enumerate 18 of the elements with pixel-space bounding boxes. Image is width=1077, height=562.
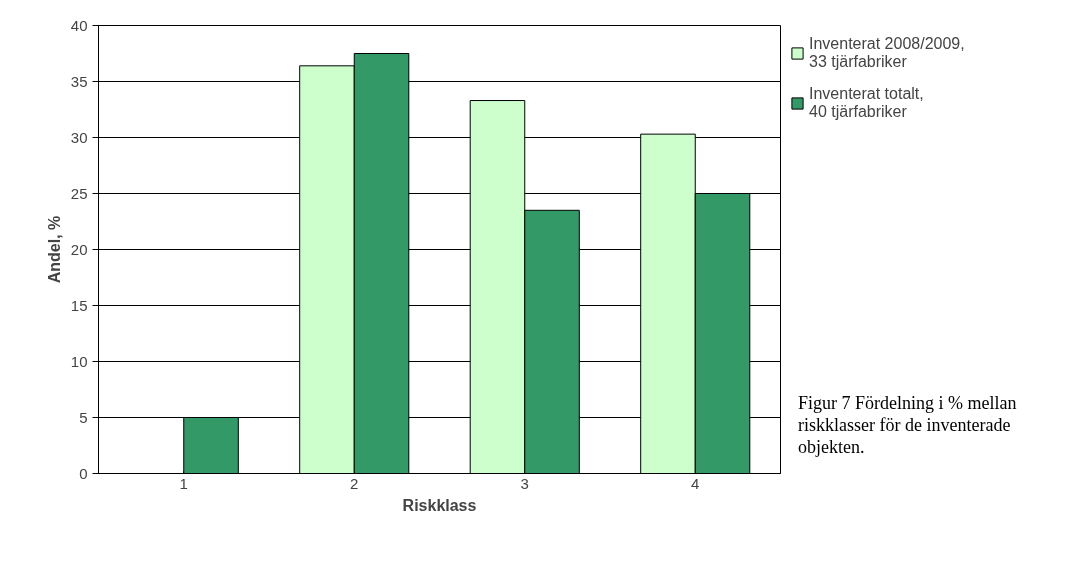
y-tick-label: 40 (70, 16, 88, 34)
y-tick-label: 20 (70, 240, 88, 258)
y-tick-label: 5 (79, 408, 88, 426)
legend-label: Inventerat totalt, 40 tjärfabriker (809, 85, 924, 121)
x-axis-title: Riskklass (402, 496, 477, 514)
y-tick-label: 30 (70, 128, 88, 146)
x-tick-label: 1 (179, 474, 188, 492)
legend-label: Inventerat 2008/2009, 33 tjärfabriker (809, 35, 965, 71)
y-tick-label: 10 (70, 352, 88, 370)
y-tick-label: 25 (70, 184, 88, 202)
y-tick-label: 0 (79, 464, 88, 482)
x-tick-label: 3 (520, 474, 529, 492)
y-tick-label: 35 (70, 72, 88, 90)
text: Figur 7 Fördelning i % mellan riskklasser för de inventerade objekten. (798, 392, 1018, 458)
y-axis-title: Andel, % (45, 215, 63, 284)
y-tick-label: 15 (70, 296, 88, 314)
x-tick-label: 4 (691, 474, 700, 492)
x-tick-label: 2 (350, 474, 359, 492)
